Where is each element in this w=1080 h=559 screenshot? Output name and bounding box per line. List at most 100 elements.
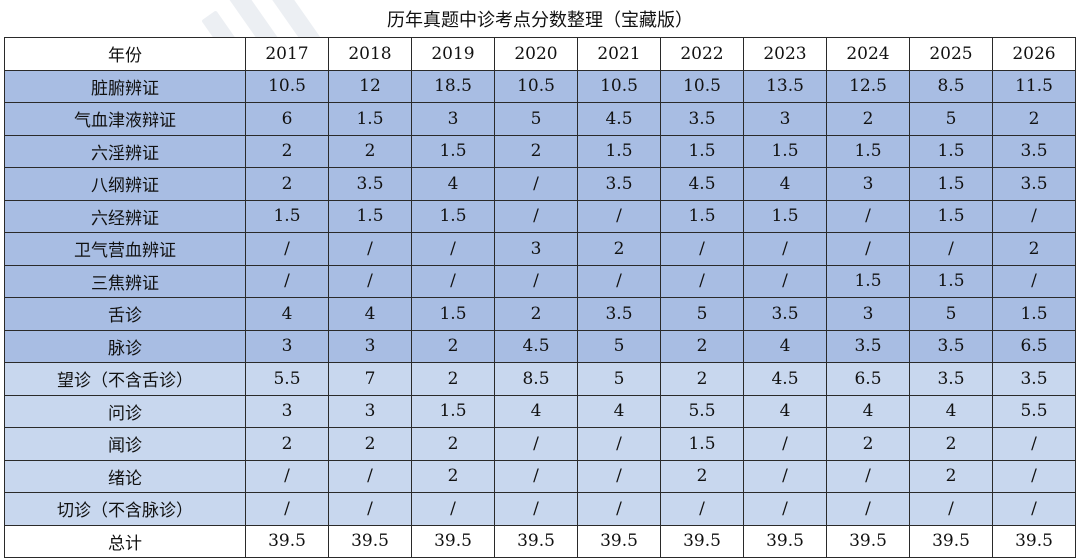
score-cell: 5 (909, 297, 993, 331)
header-cell-year: 2022 (660, 37, 744, 71)
score-cell: 18.5 (411, 69, 495, 103)
total-cell: 39.5 (328, 524, 412, 558)
score-cell: / (411, 492, 495, 526)
score-cell: 3 (328, 329, 412, 363)
score-cell: / (328, 232, 412, 266)
score-cell: 2 (660, 329, 744, 363)
header-cell-year: 2025 (909, 37, 993, 71)
total-label: 总计 (4, 524, 246, 558)
score-cell: 8.5 (494, 362, 578, 396)
score-cell: 4 (245, 297, 329, 331)
score-cell: 11.5 (992, 69, 1076, 103)
row-label: 望诊（不含舌诊） (4, 362, 246, 396)
row-label: 卫气营血辨证 (4, 232, 246, 266)
score-cell: 1.5 (660, 199, 744, 233)
header-cell-year: 2017 (245, 37, 329, 71)
score-cell: 1.5 (328, 199, 412, 233)
score-cell: 4 (743, 329, 827, 363)
row-label: 脉诊 (4, 329, 246, 363)
row-label: 闻诊 (4, 427, 246, 461)
total-row: 总计 39.5 39.5 39.5 39.5 39.5 39.5 39.5 39.5 39.5 39… (4, 524, 1076, 558)
score-cell: 2 (992, 102, 1076, 136)
score-cell: 3 (328, 394, 412, 428)
header-cell-year: 2024 (826, 37, 910, 71)
score-cell: 6 (245, 102, 329, 136)
score-cell: / (245, 459, 329, 493)
score-cell: 1.5 (411, 297, 495, 331)
score-cell: 12.5 (826, 69, 910, 103)
table-row: 气血津液辩证 6 1.5 3 5 4.5 3.5 3 2 5 2 (4, 102, 1076, 136)
score-cell: 2 (245, 427, 329, 461)
header-cell-year: 2018 (328, 37, 412, 71)
header-cell-label: 年份 (4, 37, 246, 71)
score-cell: / (411, 232, 495, 266)
score-cell: 3.5 (577, 297, 661, 331)
score-cell: / (909, 492, 993, 526)
score-table: 年份 2017 2018 2019 2020 2021 2022 2023 2024 2025 20… (4, 37, 1076, 558)
score-cell: 4 (826, 394, 910, 428)
score-cell: 3 (245, 394, 329, 428)
score-cell: / (245, 232, 329, 266)
header-cell-year: 2026 (992, 37, 1076, 71)
score-cell: / (245, 492, 329, 526)
table-row: 绪论 //2//2//2/ (4, 459, 1076, 493)
score-cell: / (577, 492, 661, 526)
score-cell: 4.5 (743, 362, 827, 396)
score-cell: 4.5 (660, 167, 744, 201)
score-cell: 3.5 (992, 167, 1076, 201)
table-row: 卫气营血辨证 / //3 2// //2 (4, 232, 1076, 266)
score-cell: / (826, 459, 910, 493)
page-title: 历年真题中诊考点分数整理（宝藏版） (387, 10, 693, 31)
score-cell: / (743, 492, 827, 526)
score-cell: 2 (660, 459, 744, 493)
score-cell: 2 (328, 134, 412, 168)
score-cell: 3 (826, 167, 910, 201)
total-cell: 39.5 (909, 524, 993, 558)
total-cell: 39.5 (411, 524, 495, 558)
score-cell: 10.5 (577, 69, 661, 103)
table-row: 三焦辨证 / / / / / //1.5 1.5/ (4, 264, 1076, 298)
row-label: 脏腑辨证 (4, 69, 246, 103)
score-cell: 6.5 (826, 362, 910, 396)
score-cell: 13.5 (743, 69, 827, 103)
score-cell: / (909, 232, 993, 266)
score-cell: / (826, 492, 910, 526)
score-cell: 1.5 (411, 394, 495, 428)
score-cell: 1.5 (826, 264, 910, 298)
score-cell: 5.5 (660, 394, 744, 428)
score-cell: 3.5 (743, 297, 827, 331)
score-cell: / (992, 492, 1076, 526)
score-cell: 3 (743, 102, 827, 136)
score-cell: 2 (577, 232, 661, 266)
score-cell: 5 (660, 297, 744, 331)
total-cell: 39.5 (992, 524, 1076, 558)
score-cell: 4.5 (494, 329, 578, 363)
score-cell: 1.5 (743, 134, 827, 168)
score-cell: 4.5 (577, 102, 661, 136)
score-cell: / (992, 459, 1076, 493)
score-cell: 2 (411, 427, 495, 461)
score-cell: 4 (411, 167, 495, 201)
score-cell: 1.5 (909, 199, 993, 233)
score-cell: 4 (909, 394, 993, 428)
score-cell: / (245, 264, 329, 298)
score-cell: 1.5 (909, 264, 993, 298)
score-cell: 2 (411, 362, 495, 396)
score-cell: / (743, 264, 827, 298)
score-cell: 8.5 (909, 69, 993, 103)
score-cell: 1.5 (660, 134, 744, 168)
table-row: 脏腑辨证 10.5 12 18.5 10.5 10.5 10.5 13.5 12.5 8.5 11.… (4, 69, 1076, 103)
score-cell: 3.5 (577, 167, 661, 201)
table-header-row: 年份 2017 2018 2019 2020 2021 2022 2023 2024 2025 20… (4, 37, 1076, 71)
row-label: 三焦辨证 (4, 264, 246, 298)
total-cell: 39.5 (245, 524, 329, 558)
score-cell: / (328, 459, 412, 493)
header-cell-year: 2019 (411, 37, 495, 71)
score-cell: 1.5 (411, 134, 495, 168)
score-cell: 2 (909, 459, 993, 493)
total-cell: 39.5 (660, 524, 744, 558)
score-cell: 7 (328, 362, 412, 396)
score-cell: / (577, 264, 661, 298)
row-label: 六经辨证 (4, 199, 246, 233)
score-cell: / (411, 264, 495, 298)
